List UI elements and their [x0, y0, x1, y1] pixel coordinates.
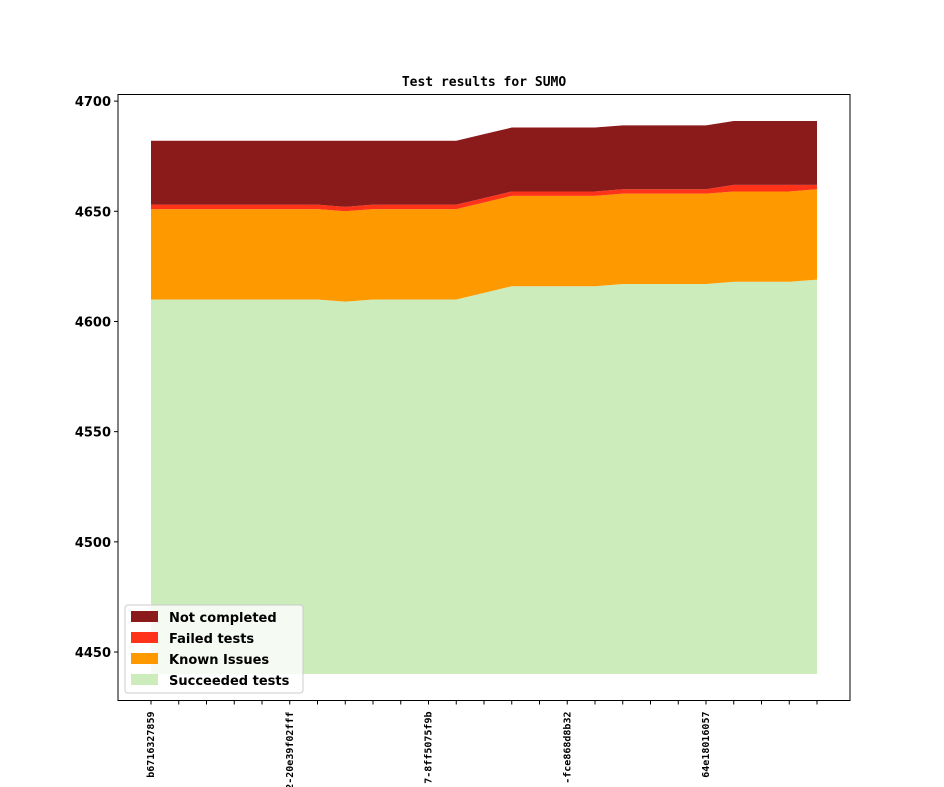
area-succeeded-tests [151, 279, 817, 675]
legend-label-failed-tests: Failed tests [169, 632, 254, 647]
legend-swatch-succeeded-tests [131, 674, 158, 685]
y-tick-label: 4550 [75, 426, 111, 441]
y-tick-label: 4700 [75, 95, 111, 110]
legend-swatch-known-issues [131, 653, 158, 664]
x-tick-label: 2-20e39f02fff [285, 712, 296, 787]
legend-box [124, 604, 304, 694]
x-tick-label: 7-8ff5075f9b [424, 712, 435, 784]
area-layers [151, 120, 817, 675]
legend-label-not-completed: Not completed [169, 611, 277, 626]
y-tick-label: 4450 [75, 646, 111, 661]
area-not-completed [151, 120, 817, 207]
chart-title: Test results for SUMO [402, 75, 567, 90]
x-tick-label: 64e18016057 [701, 712, 712, 778]
y-tick-label: 4500 [75, 536, 111, 551]
legend-swatch-failed-tests [131, 632, 158, 643]
x-tick-label: -fce868d8b32 [562, 712, 573, 784]
y-tick-label: 4600 [75, 315, 111, 330]
legend-label-known-issues: Known Issues [169, 653, 269, 668]
area-known-issues [151, 189, 817, 302]
legend: Not completed Failed tests Known Issues Suc… [124, 604, 304, 694]
x-tick-label: b6716327859 [146, 712, 157, 778]
y-tick-label: 4650 [75, 205, 111, 220]
legend-label-succeeded-tests: Succeeded tests [169, 674, 290, 689]
y-axis: 4450 4500 4550 4600 4650 4700 [75, 95, 118, 661]
x-axis: b6716327859 2-20e39f02fff 7-8ff5075f9b -fce… [146, 700, 818, 787]
legend-swatch-not-completed [131, 611, 158, 622]
